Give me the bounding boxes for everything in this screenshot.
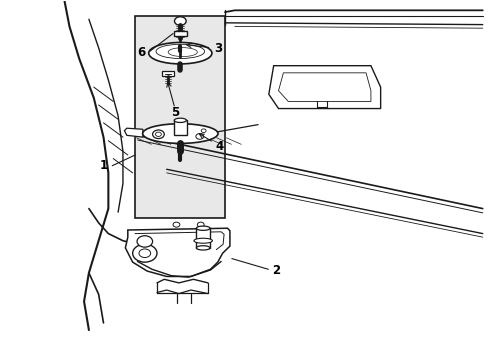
Circle shape (152, 130, 164, 139)
Ellipse shape (156, 44, 204, 59)
Polygon shape (268, 66, 380, 109)
Circle shape (197, 222, 203, 227)
Text: 3: 3 (213, 42, 222, 55)
Circle shape (174, 17, 186, 25)
FancyBboxPatch shape (173, 120, 187, 135)
Ellipse shape (148, 42, 211, 64)
Circle shape (137, 236, 152, 247)
Polygon shape (124, 128, 142, 137)
Ellipse shape (194, 238, 212, 243)
Circle shape (173, 222, 180, 227)
Circle shape (132, 244, 157, 262)
Ellipse shape (142, 124, 218, 143)
Circle shape (155, 132, 161, 136)
FancyBboxPatch shape (162, 71, 174, 76)
Polygon shape (278, 73, 370, 102)
Text: 2: 2 (271, 264, 280, 276)
Circle shape (196, 134, 203, 139)
Text: 1: 1 (99, 159, 107, 172)
Ellipse shape (196, 226, 209, 230)
Circle shape (201, 129, 205, 132)
Ellipse shape (168, 48, 197, 57)
FancyBboxPatch shape (174, 31, 186, 36)
Ellipse shape (196, 246, 209, 250)
Ellipse shape (174, 118, 186, 122)
Bar (196, 228, 209, 248)
Text: 6: 6 (137, 46, 145, 59)
Circle shape (139, 249, 150, 257)
Text: 4: 4 (215, 140, 223, 153)
Text: 5: 5 (170, 106, 179, 120)
Polygon shape (125, 228, 229, 276)
Bar (135, 16, 224, 217)
